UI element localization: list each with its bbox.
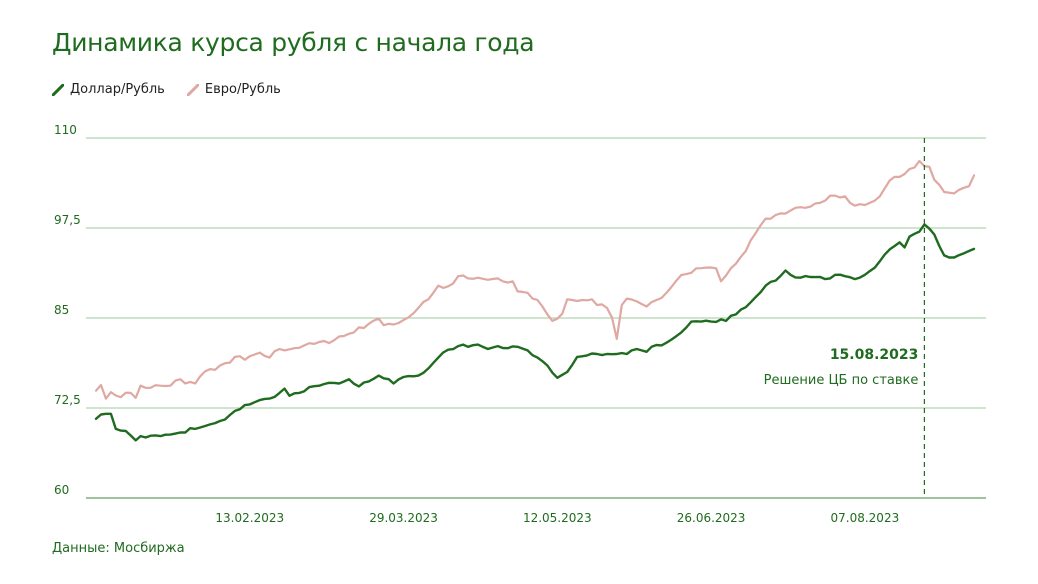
legend-label-eur: Евро/Рубль xyxy=(204,82,281,97)
x-tick-label: 12.05.2023 xyxy=(523,511,592,525)
x-tick-label: 07.08.2023 xyxy=(831,511,900,525)
y-tick-label: 110 xyxy=(54,123,77,137)
x-tick-label: 29.03.2023 xyxy=(369,511,438,525)
y-tick-label: 60 xyxy=(54,483,69,497)
chart-title: Динамика курса рубля с начала года xyxy=(52,28,535,57)
legend-item-usd: Доллар/Рубль xyxy=(52,82,165,97)
legend-swatch-usd-icon xyxy=(52,83,64,96)
x-tick-label: 26.06.2023 xyxy=(677,511,746,525)
legend-label-usd: Доллар/Рубль xyxy=(70,82,165,97)
y-tick-label: 85 xyxy=(54,303,69,317)
x-tick-label: 13.02.2023 xyxy=(215,511,284,525)
source-note: Данные: Мосбиржа xyxy=(52,541,185,556)
series-line-usd xyxy=(94,223,976,442)
annotation-date: 15.08.2023 xyxy=(830,347,919,363)
annotation-text: Решение ЦБ по ставке xyxy=(764,373,919,388)
y-tick-label: 72,5 xyxy=(54,393,81,407)
legend: Доллар/Рубль Евро/Рубль xyxy=(52,82,303,97)
legend-swatch-eur-icon xyxy=(186,83,199,96)
series-line-eur xyxy=(94,159,976,400)
legend-item-eur: Евро/Рубль xyxy=(186,82,281,97)
y-tick-label: 97,5 xyxy=(54,213,81,227)
